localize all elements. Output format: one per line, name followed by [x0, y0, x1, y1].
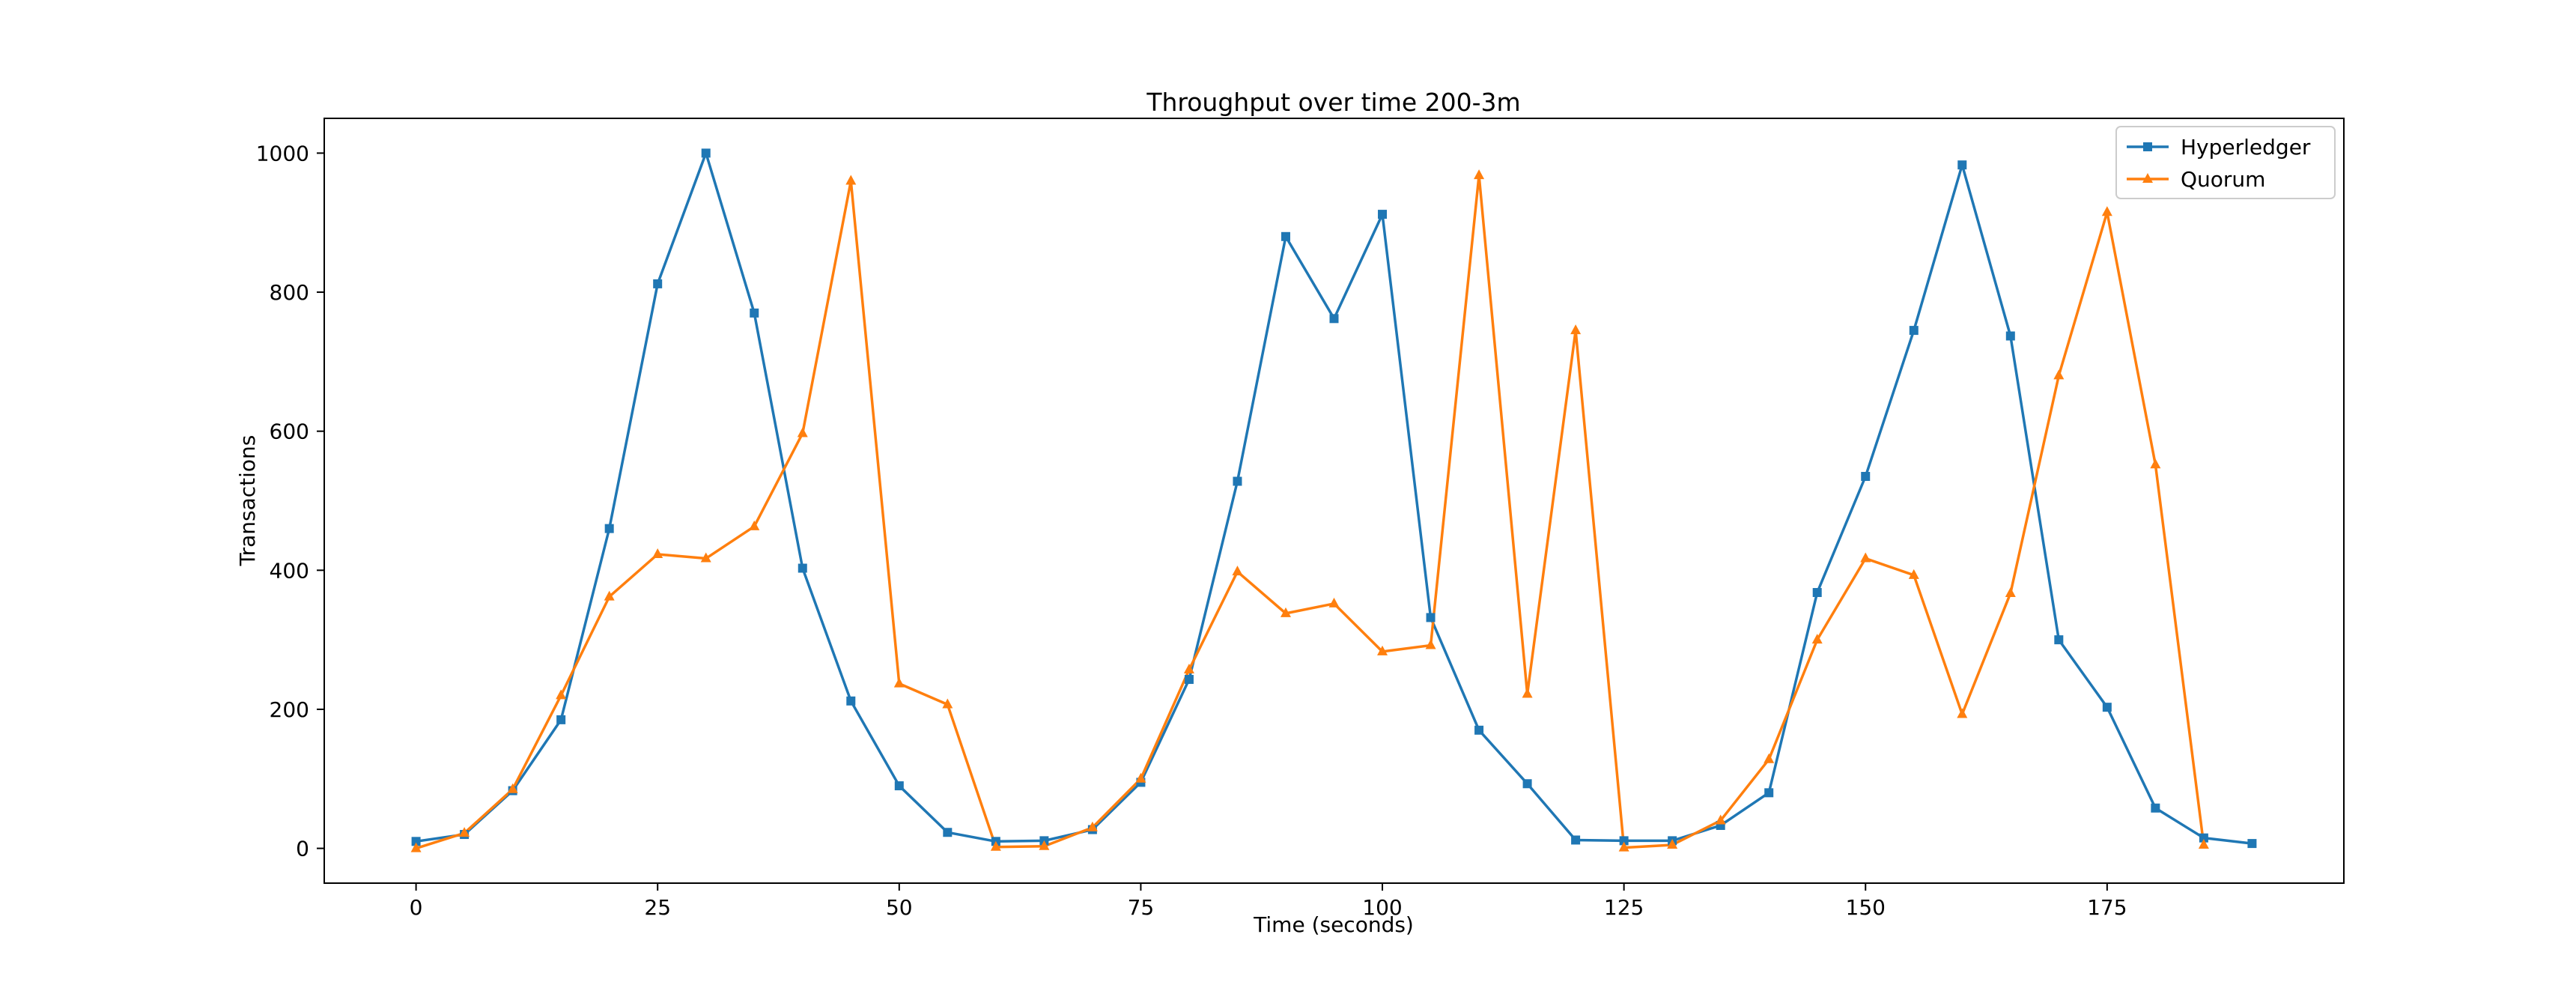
data-point-hyperledger — [1426, 613, 1436, 622]
data-point-quorum — [1860, 552, 1871, 563]
x-tick-label: 75 — [1128, 895, 1155, 920]
data-point-hyperledger — [798, 563, 807, 573]
y-axis-label: Transactions — [235, 435, 260, 567]
data-point-hyperledger — [701, 148, 711, 158]
data-point-quorum — [556, 689, 567, 700]
y-tick-label: 400 — [270, 558, 309, 583]
data-point-quorum — [1811, 634, 1823, 644]
data-point-quorum — [1618, 841, 1629, 852]
data-point-quorum — [2150, 458, 2161, 469]
data-point-quorum — [893, 677, 905, 688]
data-point-hyperledger — [750, 308, 759, 318]
data-point-hyperledger — [1184, 675, 1194, 685]
data-point-hyperledger — [1909, 326, 1919, 336]
data-point-hyperledger — [943, 828, 953, 837]
data-point-hyperledger — [2151, 803, 2160, 813]
data-point-hyperledger — [1233, 476, 1242, 486]
data-point-hyperledger — [846, 696, 856, 706]
data-point-hyperledger — [1764, 788, 1774, 798]
data-point-quorum — [410, 842, 422, 852]
x-tick-label: 125 — [1604, 895, 1644, 920]
data-point-hyperledger — [894, 781, 904, 791]
data-point-hyperledger — [2005, 331, 2015, 341]
data-point-hyperledger — [1378, 210, 1388, 219]
data-point-quorum — [1280, 607, 1291, 617]
data-point-hyperledger — [556, 715, 566, 724]
data-point-quorum — [1715, 814, 1726, 825]
legend-marker-hyperledger — [2143, 142, 2152, 151]
data-point-quorum — [700, 552, 711, 563]
y-tick-label: 1000 — [256, 141, 309, 166]
data-point-quorum — [1570, 324, 1582, 335]
data-point-hyperledger — [1329, 314, 1339, 324]
x-tick-label: 175 — [2087, 895, 2127, 920]
data-point-quorum — [652, 548, 663, 558]
plot-markers — [410, 148, 2257, 852]
data-point-hyperledger — [2199, 833, 2208, 843]
data-point-hyperledger — [1474, 725, 1484, 735]
data-point-quorum — [1908, 569, 1919, 579]
data-point-quorum — [1377, 645, 1388, 655]
data-point-hyperledger — [411, 837, 421, 846]
plot-frame — [323, 118, 2345, 884]
data-point-quorum — [990, 840, 1001, 851]
data-point-quorum — [749, 520, 760, 530]
x-tick-label: 50 — [886, 895, 913, 920]
data-point-quorum — [1474, 169, 1485, 180]
data-point-hyperledger — [1619, 836, 1629, 846]
legend-box — [2115, 126, 2336, 199]
legend: Hyperledger Quorum — [2115, 126, 2336, 199]
data-point-quorum — [1764, 753, 1775, 763]
data-point-hyperledger — [653, 279, 663, 288]
x-tick-label: 150 — [1846, 895, 1886, 920]
y-tick-label: 800 — [270, 280, 309, 305]
data-point-hyperledger — [1571, 835, 1581, 845]
y-tick-label: 600 — [270, 419, 309, 444]
data-point-hyperledger — [1812, 588, 1822, 598]
data-point-quorum — [1425, 639, 1436, 649]
data-point-quorum — [845, 175, 857, 185]
data-point-quorum — [1183, 664, 1194, 674]
data-point-hyperledger — [1522, 779, 1532, 789]
legend-marker-quorum — [2142, 173, 2153, 183]
data-point-quorum — [2198, 838, 2209, 849]
data-point-quorum — [942, 698, 953, 709]
data-point-quorum — [1039, 840, 1050, 850]
data-point-quorum — [1087, 821, 1098, 831]
x-axis-label: Time (seconds) — [1253, 912, 1414, 937]
y-axis: 0 200 400 600 800 1000 — [256, 141, 324, 861]
x-axis: 0 25 50 75 100 125 150 175 — [410, 883, 2127, 920]
data-point-quorum — [459, 827, 470, 837]
data-point-quorum — [2005, 587, 2016, 597]
data-point-quorum — [1328, 597, 1340, 607]
data-point-quorum — [2053, 369, 2065, 380]
data-point-quorum — [797, 427, 808, 437]
x-tick-label: 0 — [410, 895, 423, 920]
data-point-hyperledger — [2247, 839, 2257, 849]
y-tick-label: 200 — [270, 697, 309, 722]
legend-label-hyperledger: Hyperledger — [2181, 135, 2311, 160]
data-point-quorum — [1667, 838, 1678, 849]
data-point-hyperledger — [1861, 472, 1871, 482]
data-point-hyperledger — [604, 524, 614, 533]
data-point-quorum — [604, 590, 615, 601]
x-tick-label: 25 — [644, 895, 671, 920]
legend-label-quorum: Quorum — [2181, 167, 2265, 192]
data-point-quorum — [1522, 688, 1533, 698]
y-tick-label: 0 — [296, 837, 309, 861]
series-line-quorum — [416, 174, 2205, 850]
data-point-quorum — [2101, 206, 2112, 216]
chart-title: Throughput over time 200-3m — [1146, 88, 1520, 117]
data-point-quorum — [1135, 772, 1146, 783]
data-point-quorum — [1957, 708, 1968, 718]
data-point-hyperledger — [2054, 635, 2064, 645]
data-point-quorum — [507, 783, 518, 793]
data-point-quorum — [1232, 566, 1243, 576]
data-point-hyperledger — [1281, 231, 1290, 241]
x-tick-label: 100 — [1362, 895, 1402, 920]
data-point-hyperledger — [1957, 160, 1967, 170]
data-point-hyperledger — [2102, 703, 2112, 712]
